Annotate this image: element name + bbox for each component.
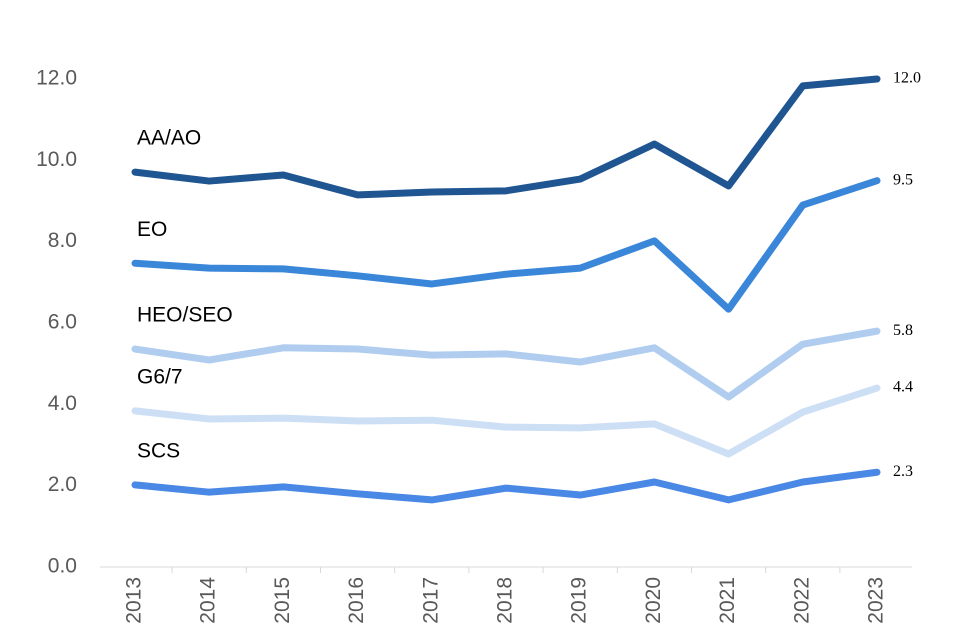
x-tick-label: 2018 [494,577,517,624]
y-tick-label: 6.0 [48,311,77,334]
x-tick-label: 2023 [865,577,888,624]
series-line [131,468,881,504]
series-name: EO [137,218,167,241]
series-name: G6/7 [137,365,183,388]
x-tick-label: 2015 [271,577,294,624]
x-tick-label: 2014 [197,577,220,624]
x-tick-label: 2016 [345,577,368,624]
value-label: 2.3 [893,463,913,480]
series-line [131,327,881,401]
value-label: 9.5 [893,171,913,188]
value-label: 4.4 [893,379,913,396]
x-tick-label: 2017 [419,577,442,624]
series-line [131,177,881,313]
x-tick-label: 2022 [790,577,813,624]
x-tick-label: 2020 [642,577,665,624]
y-tick-label: 8.0 [48,229,77,252]
x-tick-label: 2013 [123,577,146,624]
value-label: 12.0 [893,70,921,87]
y-tick-label: 4.0 [48,392,77,415]
series-name: SCS [137,439,180,462]
x-tick-label: 2021 [716,577,739,624]
series-name: AA/AO [137,127,201,150]
series-line [131,384,881,458]
series-line [131,75,881,199]
series-name: HEO/SEO [137,304,233,327]
x-tick-label: 2019 [568,577,591,624]
y-tick-label: 2.0 [48,473,77,496]
value-label: 5.8 [893,322,913,339]
y-tick-label: 10.0 [36,148,77,171]
y-tick-label: 12.0 [36,67,77,90]
y-tick-label: 0.0 [48,555,77,578]
